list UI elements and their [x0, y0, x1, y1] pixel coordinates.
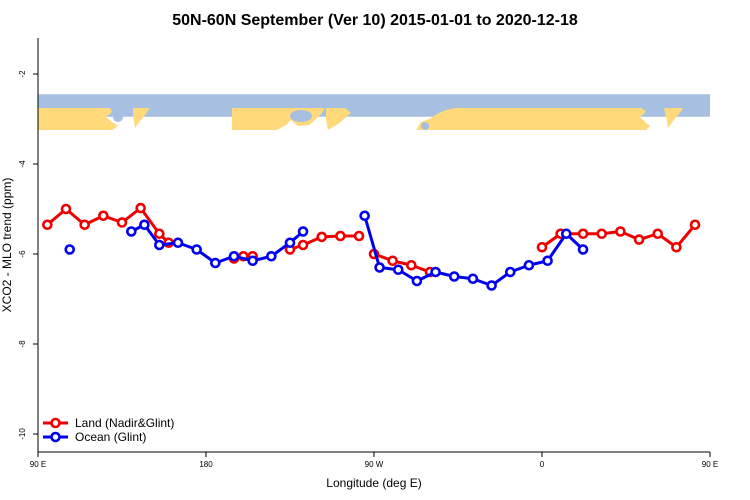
x-axis-label: Longitude (deg E): [326, 476, 421, 490]
data-point: [577, 244, 589, 255]
data-point: [448, 271, 460, 282]
land-labrador: [326, 108, 351, 130]
land-kamchatka-repeat: [664, 108, 683, 128]
data-point: [266, 250, 277, 262]
data-point: [154, 228, 165, 240]
y-tick-label: -4: [18, 160, 27, 168]
x-tick-label: 90 E: [30, 460, 46, 469]
data-point: [98, 210, 109, 222]
data-point: [406, 259, 417, 271]
series-layer: [42, 202, 701, 291]
data-point: [154, 239, 165, 251]
y-axis-label: XCO2 - MLO trend (ppm): [0, 178, 14, 313]
data-point: [615, 226, 626, 237]
data-point: [210, 257, 221, 269]
x-tick-label: 0: [540, 460, 545, 469]
data-point: [387, 255, 398, 267]
data-point: [335, 230, 346, 242]
data-point: [689, 219, 701, 231]
data-point: [284, 237, 296, 249]
land-north-america: [232, 108, 325, 130]
data-point: [374, 262, 385, 273]
x-tick-label: 180: [199, 460, 213, 469]
y-tick-label: -6: [18, 250, 27, 258]
legend-land-marker: [50, 417, 61, 429]
data-point: [504, 266, 516, 278]
data-point: [560, 228, 572, 240]
data-point: [536, 241, 548, 253]
data-point: [60, 203, 72, 215]
data-point: [633, 234, 645, 245]
data-point: [64, 244, 76, 255]
baltic-sea: [421, 122, 429, 130]
sea-of-okhotsk: [113, 112, 123, 122]
x-tick-label: 90 W: [365, 460, 384, 469]
series-line: [373, 252, 431, 274]
data-point: [467, 273, 479, 285]
data-point: [191, 244, 202, 255]
data-point: [135, 202, 146, 214]
x-axis: 90 E 180 90 W 0 90 E: [30, 451, 718, 469]
data-point: [297, 239, 309, 251]
data-point: [79, 219, 90, 231]
data-point: [392, 264, 404, 276]
land-asia-block: [38, 108, 118, 130]
data-point: [139, 219, 150, 231]
data-point: [247, 255, 258, 267]
data-point: [126, 226, 137, 237]
data-point: [523, 259, 535, 271]
land-kamchatka: [133, 108, 150, 128]
y-tick-label: -10: [18, 428, 27, 440]
map-strip: [38, 94, 710, 130]
data-point: [353, 230, 365, 242]
legend-ocean-marker: [50, 431, 61, 443]
data-point: [577, 228, 589, 240]
data-point: [671, 241, 682, 253]
x-tick-label: 90 E: [702, 460, 718, 469]
chart-title: 50N-60N September (Ver 10) 2015-01-01 to…: [172, 12, 578, 29]
hudson-bay: [290, 110, 312, 122]
legend-ocean-label: Ocean (Glint): [75, 430, 146, 444]
data-point: [486, 280, 497, 291]
series-1: [64, 210, 589, 291]
data-point: [172, 237, 184, 249]
data-point: [430, 266, 441, 278]
data-point: [228, 250, 240, 262]
data-point: [42, 219, 53, 231]
data-point: [411, 275, 423, 287]
data-point: [359, 210, 370, 222]
legend: Land (Nadir&Glint) Ocean (Glint): [43, 416, 174, 444]
data-point: [542, 255, 553, 267]
data-point: [297, 226, 309, 237]
data-point: [116, 217, 128, 228]
y-tick-label: -2: [18, 70, 27, 78]
map-strip-water-details: [113, 110, 429, 130]
data-point: [316, 231, 328, 243]
land-europe: [416, 108, 650, 130]
series-0: [42, 202, 701, 278]
data-point: [596, 228, 608, 240]
data-point: [652, 228, 664, 240]
legend-land-label: Land (Nadir&Glint): [75, 416, 174, 430]
y-tick-label: -8: [18, 340, 27, 348]
y-axis: -2 -4 -6 -8 -10: [18, 38, 39, 452]
